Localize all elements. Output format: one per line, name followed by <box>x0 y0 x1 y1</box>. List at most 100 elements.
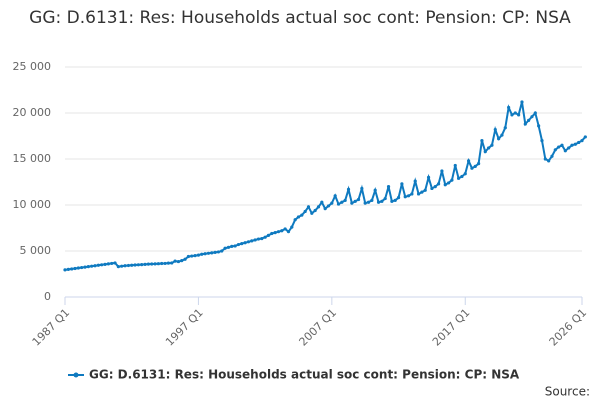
data-point <box>276 230 281 234</box>
series-line <box>64 101 587 271</box>
data-point <box>393 198 397 202</box>
data-point <box>83 265 87 269</box>
data-point <box>183 257 187 261</box>
data-point <box>443 183 447 187</box>
y-tick-label: 15 000 <box>13 152 52 165</box>
legend-label: GG: D.6131: Res: Households actual soc c… <box>89 368 520 382</box>
data-point <box>477 162 481 166</box>
data-point <box>153 262 157 266</box>
legend-marker <box>73 372 79 378</box>
data-point <box>483 150 487 154</box>
data-point <box>270 231 274 236</box>
data-point <box>223 246 227 250</box>
data-point <box>370 198 374 202</box>
data-point <box>273 231 277 235</box>
x-tick-label: 2026 Q1 <box>547 306 590 349</box>
data-point <box>336 202 341 206</box>
data-point <box>353 199 357 203</box>
data-point <box>563 149 567 153</box>
data-point <box>253 238 257 242</box>
data-point <box>497 137 501 141</box>
data-point <box>386 185 391 189</box>
data-point <box>413 179 417 183</box>
data-point <box>433 185 437 189</box>
x-tick-label: 2017 Q1 <box>430 306 473 349</box>
data-point <box>557 145 561 149</box>
data-point <box>396 196 401 200</box>
data-point <box>537 124 541 128</box>
data-point <box>133 263 137 267</box>
data-point <box>113 261 117 265</box>
data-point <box>320 200 324 204</box>
data-point <box>533 111 537 115</box>
data-point <box>406 194 411 198</box>
data-point <box>540 139 544 143</box>
data-point <box>430 186 434 191</box>
data-point <box>410 192 414 196</box>
data-point <box>166 261 170 265</box>
data-point <box>400 182 404 186</box>
data-point <box>423 188 427 192</box>
data-point <box>530 115 534 119</box>
data-point <box>280 229 284 233</box>
data-point <box>266 233 271 237</box>
data-point <box>480 139 484 143</box>
data-point <box>196 253 201 257</box>
data-point <box>146 262 150 266</box>
data-point <box>243 241 247 245</box>
data-point <box>176 259 181 264</box>
data-point <box>226 245 231 249</box>
data-point <box>550 154 554 158</box>
data-point <box>230 244 234 248</box>
chart-title: GG: D.6131: Res: Households actual soc c… <box>29 8 571 28</box>
data-point <box>93 264 97 268</box>
data-point <box>136 263 140 267</box>
data-point <box>580 139 584 143</box>
data-point <box>283 227 287 231</box>
data-point <box>323 207 327 211</box>
data-point <box>193 254 197 258</box>
data-point <box>363 201 367 205</box>
data-point <box>250 239 254 243</box>
data-point <box>573 142 577 146</box>
y-tick-label: 20 000 <box>13 106 52 119</box>
data-point <box>233 244 237 248</box>
data-point <box>493 127 497 132</box>
data-point <box>473 164 477 168</box>
data-point <box>376 200 381 204</box>
data-point <box>110 261 114 266</box>
data-point <box>240 242 244 246</box>
x-tick-label: 1987 Q1 <box>30 306 73 349</box>
data-point <box>286 230 291 234</box>
y-tick-label: 25 000 <box>13 60 52 73</box>
data-point <box>70 267 74 271</box>
data-point <box>66 267 70 271</box>
data-point <box>220 249 224 253</box>
data-point <box>63 268 67 272</box>
data-point <box>507 105 511 110</box>
data-point <box>500 133 504 137</box>
data-point <box>150 262 154 266</box>
data-point <box>206 251 211 255</box>
data-point <box>356 197 361 202</box>
data-point <box>310 211 314 215</box>
data-point <box>186 254 191 259</box>
data-point <box>570 143 574 147</box>
data-point <box>236 242 241 247</box>
data-point <box>487 146 491 150</box>
data-point <box>436 182 441 186</box>
data-point <box>210 251 214 255</box>
data-point <box>200 252 204 256</box>
x-tick-label: 1997 Q1 <box>163 306 206 349</box>
data-point <box>300 213 304 217</box>
data-point <box>203 252 207 256</box>
data-point <box>246 240 251 244</box>
data-point <box>76 266 80 270</box>
data-point <box>450 178 454 182</box>
data-point <box>290 225 294 229</box>
data-point <box>326 204 331 208</box>
data-point <box>366 200 371 204</box>
data-point <box>263 235 267 239</box>
data-point <box>293 218 297 222</box>
data-point <box>130 263 134 267</box>
